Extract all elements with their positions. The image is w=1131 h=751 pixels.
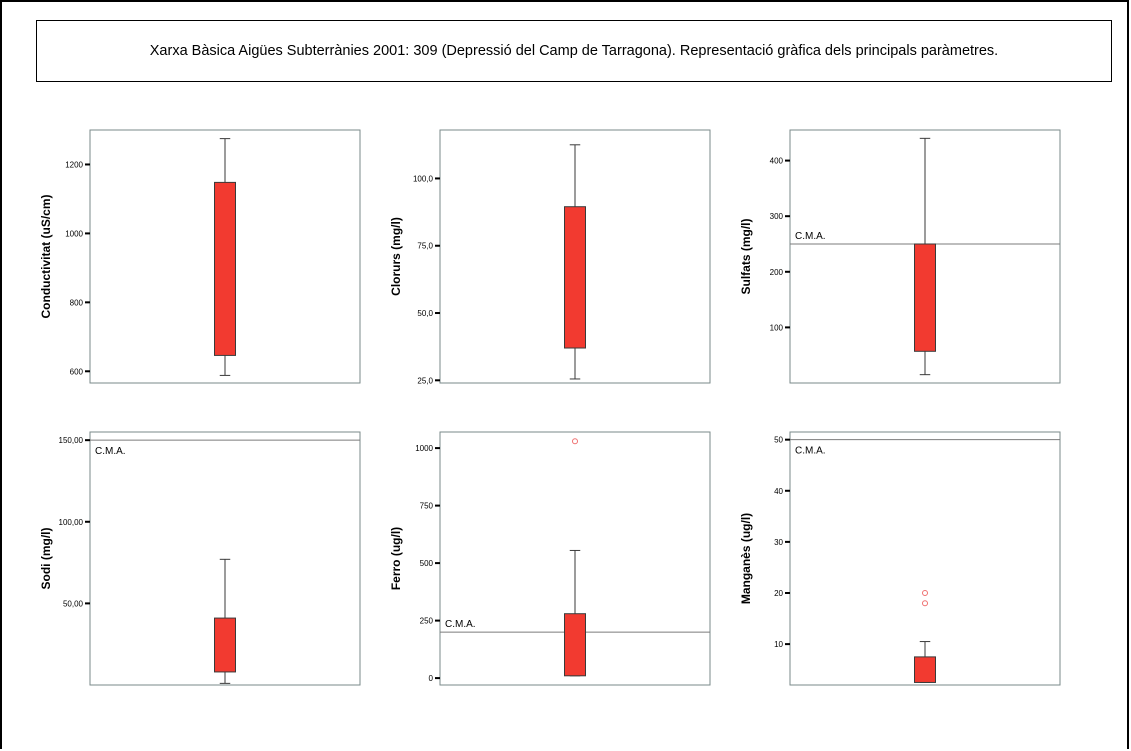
y-tick-label: 300 [770,212,784,221]
y-axis-label: Ferro (ug/l) [389,527,403,590]
cma-label: C.M.A. [445,619,476,630]
box [914,243,936,352]
outlier-point [922,590,928,596]
y-tick-label: 20 [774,589,783,598]
y-tick-label: 0 [429,674,434,683]
y-axis-label: Conductivitat (uS/cm) [39,194,53,318]
y-tick-label: 10 [774,640,783,649]
box [214,181,236,356]
sulfats-boxplot: Sulfats (mg/l) 100 200 300 400 C.M.A. [739,129,1061,384]
plot-frame [789,431,1061,686]
y-tick-label: 600 [70,367,84,376]
plot-frame [789,129,1061,384]
y-tick-label: 1200 [65,160,83,169]
plot-frame [439,431,711,686]
y-tick-label: 40 [774,487,783,496]
y-tick-label: 1000 [415,444,433,453]
cma-label: C.M.A. [95,446,126,457]
y-tick-label: 500 [420,559,434,568]
y-tick-label: 50 [774,436,783,445]
y-tick-label: 400 [770,157,784,166]
clorurs-boxplot: Clorurs (mg/l) 25,0 50,0 75,0 100,0 [389,129,711,385]
y-tick-label: 100,0 [413,174,434,183]
box [214,617,236,673]
y-tick-label: 100 [770,323,784,332]
box [564,613,586,677]
sodi-boxplot: Sodi (mg/l) 50,00 100,00 150,00 C.M.A. [39,431,361,686]
y-tick-label: 50,0 [417,309,433,318]
y-axis-label: Manganès (ug/l) [739,513,753,604]
plot-frame [89,129,361,384]
y-tick-label: 250 [420,617,434,626]
cma-label: C.M.A. [795,231,826,242]
y-tick-label: 150,00 [59,436,84,445]
box [914,656,936,683]
box [564,206,586,349]
y-axis-label: Sulfats (mg/l) [739,218,753,294]
y-axis-label: Sodi (mg/l) [39,528,53,590]
title-box: Xarxa Bàsica Aigües Subterrànies 2001: 3… [36,20,1112,82]
y-tick-label: 750 [420,502,434,511]
y-tick-label: 30 [774,538,783,547]
y-tick-label: 100,00 [59,518,84,527]
y-tick-label: 1000 [65,229,83,238]
ferro-boxplot: Ferro (ug/l) 0 250 500 750 1000 C.M.A. [389,431,711,686]
y-tick-label: 75,0 [417,242,433,251]
cma-label: C.M.A. [795,446,826,457]
plot-frame [89,431,361,686]
conductivitat-boxplot: Conductivitat (uS/cm) 600 800 1000 1200 [39,129,361,384]
y-tick-label: 25,0 [417,376,433,385]
chart-title: Xarxa Bàsica Aigües Subterrànies 2001: 3… [149,43,999,59]
outlier-point [922,600,928,607]
y-tick-label: 50,00 [63,599,84,608]
y-axis-label: Clorurs (mg/l) [389,217,403,296]
outlier-point [572,438,578,445]
y-tick-label: 200 [770,268,784,277]
manganes-boxplot: Manganès (ug/l) 10 20 30 40 50 C.M.A. [739,431,1061,686]
plot-frame [439,129,711,384]
y-tick-label: 800 [70,298,84,307]
